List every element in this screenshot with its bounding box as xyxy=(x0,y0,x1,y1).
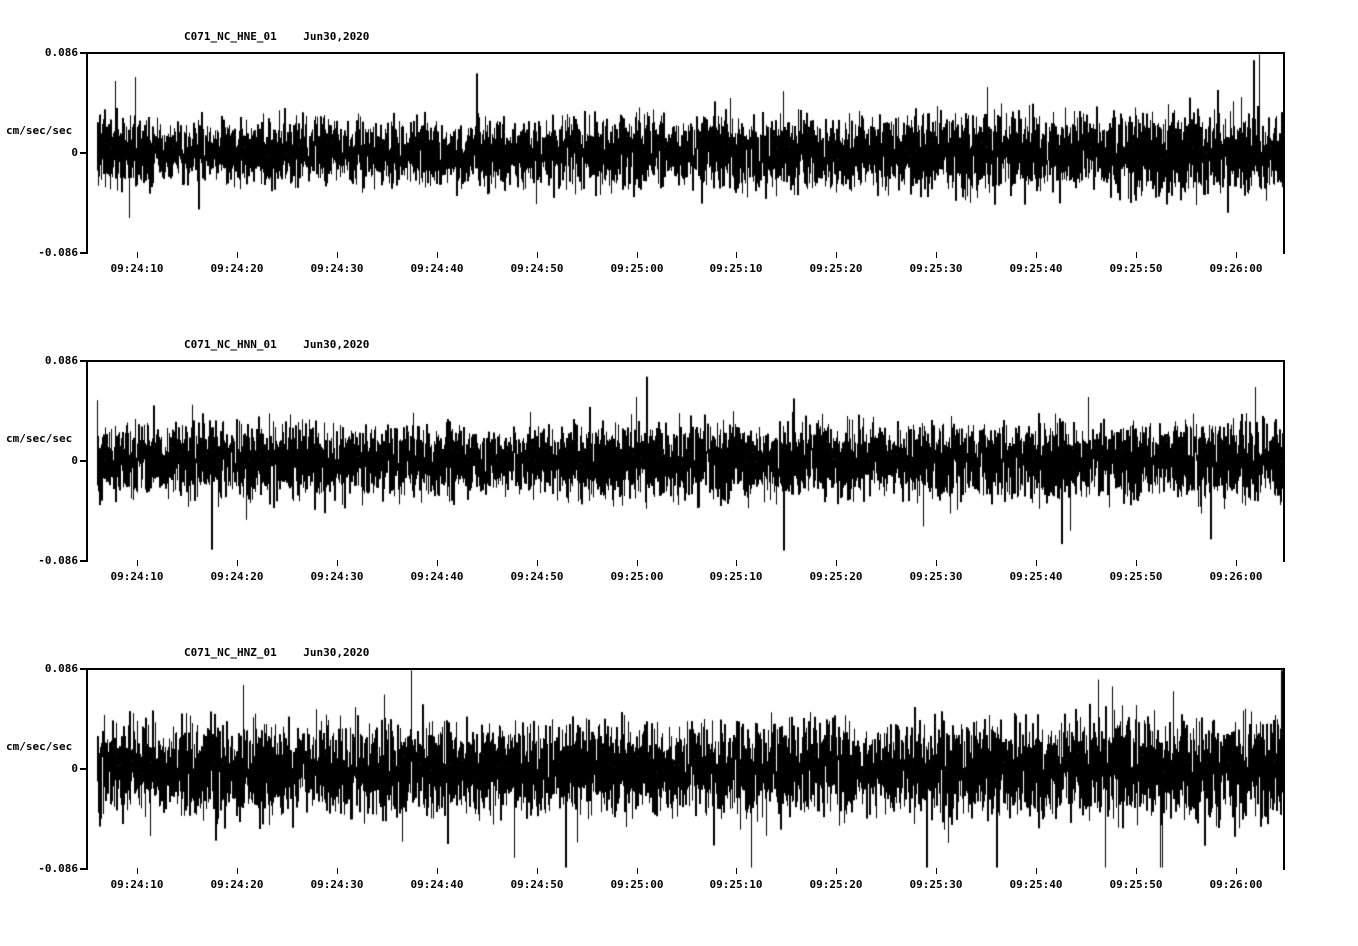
y-axis-labels: 0.086 0 -0.086 cm/sec/sec xyxy=(0,46,78,259)
axis-frame-line xyxy=(1283,52,1285,254)
x-axis-tick-label: 09:25:00 xyxy=(610,262,664,275)
x-axis-tick-label: 09:24:50 xyxy=(510,262,564,275)
plot-area xyxy=(86,52,1285,258)
y-axis-tick xyxy=(80,152,88,154)
y-axis-tick xyxy=(80,560,88,562)
y-axis-tick xyxy=(80,252,88,254)
y-axis-tick xyxy=(80,668,88,670)
x-axis-tick-label: 09:24:10 xyxy=(110,570,164,583)
x-axis-tick-label: 09:24:50 xyxy=(510,878,564,891)
y-axis-tick xyxy=(80,52,88,54)
x-axis-tick-label: 09:24:30 xyxy=(310,262,364,275)
y-axis-unit-label: cm/sec/sec xyxy=(6,740,73,753)
x-axis-tick-label: 09:24:20 xyxy=(210,262,264,275)
x-axis-tick-label: 09:25:50 xyxy=(1109,878,1163,891)
waveform-trace xyxy=(88,54,1283,252)
x-axis-tick-label: 09:25:20 xyxy=(809,570,863,583)
x-axis-tick-label: 09:24:30 xyxy=(310,878,364,891)
axis-frame-line xyxy=(86,360,1285,362)
y-axis-zero-label: 0 xyxy=(71,762,78,775)
y-axis-labels: 0.086 0 -0.086 cm/sec/sec xyxy=(0,662,78,875)
x-axis-tick-label: 09:25:00 xyxy=(610,570,664,583)
y-axis-min-label: -0.086 xyxy=(38,246,78,259)
y-axis-tick xyxy=(80,768,88,770)
x-axis-tick-label: 09:24:40 xyxy=(410,878,464,891)
x-axis-tick-label: 09:24:30 xyxy=(310,570,364,583)
x-axis-tick-label: 09:24:10 xyxy=(110,878,164,891)
plot-area xyxy=(86,360,1285,566)
x-axis-tick-label: 09:25:00 xyxy=(610,878,664,891)
x-axis-tick-label: 09:25:20 xyxy=(809,878,863,891)
panel-hnz: C071_NC_HNZ_01 Jun30,2020 0.086 0 -0.086 cm/… xyxy=(0,646,1358,946)
y-axis-max-label: 0.086 xyxy=(44,46,78,59)
y-axis-min-label: -0.086 xyxy=(38,862,78,875)
x-axis-tick-label: 09:24:50 xyxy=(510,570,564,583)
x-axis-tick-label: 09:25:40 xyxy=(1009,262,1063,275)
axis-frame-line xyxy=(1283,360,1285,562)
plot-area xyxy=(86,668,1285,874)
x-axis-tick-label: 09:26:00 xyxy=(1209,878,1263,891)
x-axis-tick-label: 09:24:10 xyxy=(110,262,164,275)
axis-frame-line xyxy=(1283,668,1285,870)
x-axis-tick-label: 09:25:30 xyxy=(909,878,963,891)
x-axis-tick-label: 09:24:40 xyxy=(410,570,464,583)
y-axis-min-label: -0.086 xyxy=(38,554,78,567)
waveform-trace xyxy=(88,670,1283,868)
x-axis-tick-label: 09:25:30 xyxy=(909,262,963,275)
x-axis-tick-label: 09:26:00 xyxy=(1209,262,1263,275)
axis-frame-line xyxy=(86,668,88,870)
x-axis-tick-label: 09:25:10 xyxy=(709,262,763,275)
axis-frame-line xyxy=(86,52,1285,54)
x-axis-tick-label: 09:24:40 xyxy=(410,262,464,275)
x-axis-tick-label: 09:24:20 xyxy=(210,878,264,891)
x-axis-tick-label: 09:25:10 xyxy=(709,570,763,583)
axis-frame-line xyxy=(86,52,88,254)
x-axis-tick-label: 09:25:10 xyxy=(709,878,763,891)
x-axis-tick-label: 09:25:50 xyxy=(1109,570,1163,583)
panel-title: C071_NC_HNN_01 Jun30,2020 xyxy=(184,338,370,351)
y-axis-tick xyxy=(80,460,88,462)
panel-hne: C071_NC_HNE_01 Jun30,2020 0.086 0 -0.086 cm/… xyxy=(0,30,1358,330)
x-axis-tick-label: 09:25:50 xyxy=(1109,262,1163,275)
x-axis-tick-label: 09:24:20 xyxy=(210,570,264,583)
x-axis-tick-label: 09:25:40 xyxy=(1009,878,1063,891)
x-axis-tick-label: 09:25:40 xyxy=(1009,570,1063,583)
y-axis-zero-label: 0 xyxy=(71,146,78,159)
y-axis-unit-label: cm/sec/sec xyxy=(6,432,73,445)
y-axis-labels: 0.086 0 -0.086 cm/sec/sec xyxy=(0,354,78,567)
y-axis-max-label: 0.086 xyxy=(44,662,78,675)
panel-title: C071_NC_HNE_01 Jun30,2020 xyxy=(184,30,370,43)
y-axis-tick xyxy=(80,360,88,362)
panel-title: C071_NC_HNZ_01 Jun30,2020 xyxy=(184,646,370,659)
y-axis-max-label: 0.086 xyxy=(44,354,78,367)
y-axis-tick xyxy=(80,868,88,870)
axis-frame-line xyxy=(86,668,1285,670)
x-axis-tick-label: 09:26:00 xyxy=(1209,570,1263,583)
x-axis-tick-label: 09:25:20 xyxy=(809,262,863,275)
y-axis-zero-label: 0 xyxy=(71,454,78,467)
panel-hnn: C071_NC_HNN_01 Jun30,2020 0.086 0 -0.086 cm/… xyxy=(0,338,1358,638)
y-axis-unit-label: cm/sec/sec xyxy=(6,124,73,137)
x-axis-tick-label: 09:25:30 xyxy=(909,570,963,583)
waveform-trace xyxy=(88,362,1283,560)
axis-frame-line xyxy=(86,360,88,562)
